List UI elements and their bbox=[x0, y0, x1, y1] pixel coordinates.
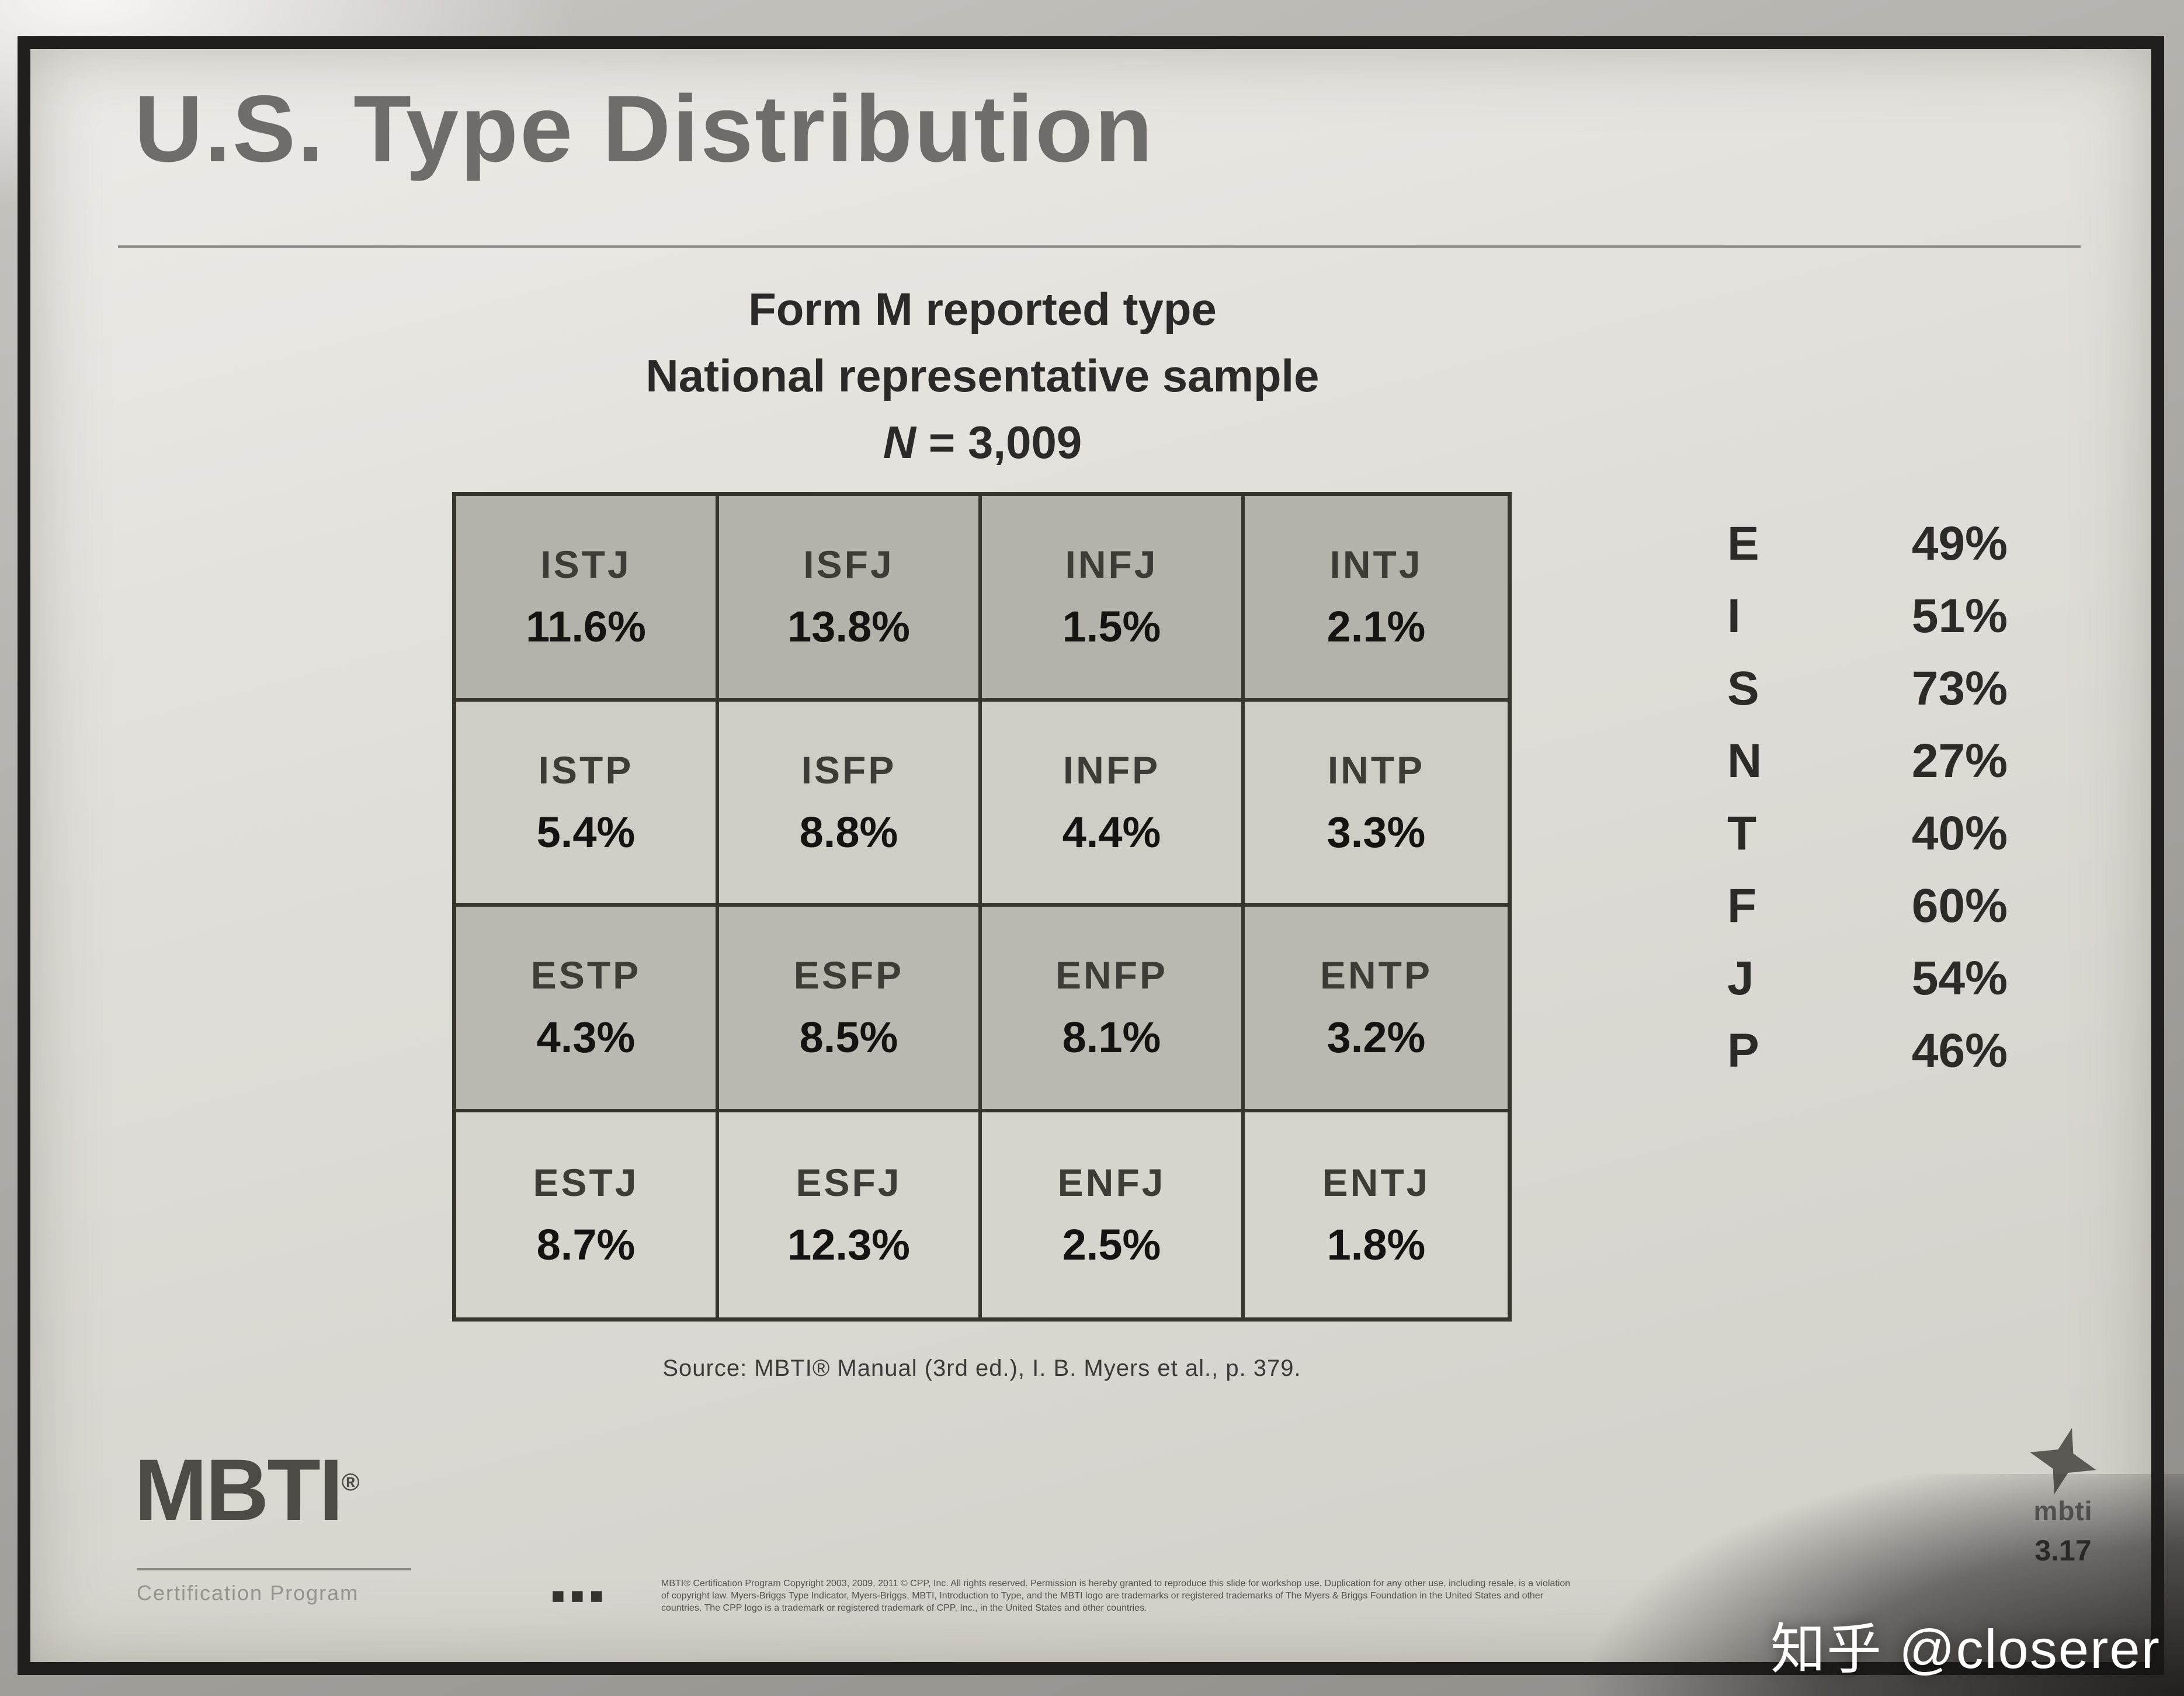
preference-letter: F bbox=[1727, 879, 1757, 932]
type-percent: 4.3% bbox=[536, 1013, 636, 1062]
type-percent: 12.3% bbox=[787, 1220, 910, 1269]
type-code: ESFP bbox=[793, 953, 904, 997]
type-percent: 3.2% bbox=[1327, 1013, 1426, 1062]
type-cell: INTP 3.3% bbox=[1245, 701, 1508, 907]
preference-percent: 27% bbox=[1911, 734, 2008, 788]
type-cell: ISFP 8.8% bbox=[719, 701, 982, 907]
preference-letter: I bbox=[1727, 589, 1741, 643]
preference-letter: P bbox=[1727, 1024, 1759, 1077]
preference-row: N 27% bbox=[1727, 734, 2008, 806]
preference-letter: T bbox=[1727, 807, 1757, 860]
type-code: ESFJ bbox=[796, 1160, 902, 1204]
type-cell: ENFP 8.1% bbox=[982, 907, 1245, 1112]
type-percent: 2.1% bbox=[1327, 602, 1426, 651]
type-cell: ESTP 4.3% bbox=[456, 907, 719, 1112]
preference-letter: S bbox=[1727, 662, 1759, 715]
preference-row: I 51% bbox=[1727, 589, 2008, 661]
type-cell: ENTJ 1.8% bbox=[1245, 1112, 1508, 1317]
mbti-wordmark: mbti bbox=[2033, 1496, 2093, 1526]
type-code: ENTP bbox=[1320, 953, 1433, 997]
type-cell: ESFJ 12.3% bbox=[719, 1112, 982, 1317]
type-cell: ESTJ 8.7% bbox=[456, 1112, 719, 1317]
type-percent: 4.4% bbox=[1062, 807, 1161, 856]
type-percent: 8.8% bbox=[799, 807, 898, 856]
preference-percent: 60% bbox=[1911, 879, 2008, 932]
type-percent: 1.5% bbox=[1062, 602, 1161, 651]
type-cell: ISFJ 13.8% bbox=[719, 496, 982, 702]
slide-frame: U.S. Type Distribution Form M reported t… bbox=[18, 36, 2164, 1675]
type-code: ENFP bbox=[1055, 953, 1168, 997]
preference-row: S 73% bbox=[1727, 661, 2008, 734]
preference-list: E 49% I 51% S 73% N 27% T 40% F 60% J 54% P 46% bbox=[1727, 516, 2008, 1096]
preference-percent: 51% bbox=[1911, 589, 2008, 643]
publisher-stamp: ■■■ bbox=[551, 1584, 609, 1608]
page-number: 3.17 bbox=[2034, 1534, 2092, 1567]
sample-size: N = 3,009 bbox=[439, 409, 1526, 476]
preference-letter: N bbox=[1727, 734, 1762, 788]
type-percent: 5.4% bbox=[536, 807, 636, 856]
mbti-logo: MBTI® bbox=[134, 1440, 360, 1541]
subtitle-line-2: National representative sample bbox=[645, 350, 1320, 401]
type-cell: ISTJ 11.6% bbox=[456, 496, 719, 702]
sample-size-n: N bbox=[883, 417, 916, 468]
type-cell: INTJ 2.1% bbox=[1245, 496, 1508, 702]
type-percent: 8.1% bbox=[1062, 1013, 1161, 1062]
preference-percent: 73% bbox=[1911, 662, 2008, 715]
preference-percent: 46% bbox=[1911, 1024, 2008, 1077]
preference-row: T 40% bbox=[1727, 806, 2008, 879]
type-percent: 1.8% bbox=[1327, 1220, 1426, 1269]
preference-row: J 54% bbox=[1727, 951, 2008, 1024]
type-percent: 2.5% bbox=[1062, 1220, 1161, 1269]
type-code: ENFJ bbox=[1057, 1160, 1166, 1204]
type-cell: ENTP 3.2% bbox=[1245, 907, 1508, 1112]
type-cell: INFJ 1.5% bbox=[982, 496, 1245, 702]
type-code: INTP bbox=[1327, 748, 1425, 792]
type-code: ESTJ bbox=[533, 1160, 639, 1204]
type-percent: 3.3% bbox=[1327, 807, 1426, 856]
preference-row: P 46% bbox=[1727, 1024, 2008, 1096]
preference-letter: E bbox=[1727, 517, 1759, 570]
mbti-logo-text: MBTI bbox=[134, 1441, 343, 1539]
slide-subtitle: Form M reported type National representa… bbox=[439, 276, 1526, 476]
type-percent: 11.6% bbox=[526, 602, 646, 651]
type-code: INTJ bbox=[1329, 543, 1423, 587]
type-cell: ENFJ 2.5% bbox=[982, 1112, 1245, 1317]
mbti-star-icon bbox=[2030, 1428, 2096, 1494]
type-code: ISFJ bbox=[803, 543, 894, 587]
source-note: Source: MBTI® Manual (3rd ed.), I. B. My… bbox=[662, 1355, 1301, 1381]
type-code: ISTJ bbox=[540, 543, 631, 587]
sample-size-value: = 3,009 bbox=[916, 417, 1082, 468]
type-cell: ISTP 5.4% bbox=[456, 701, 719, 907]
preference-percent: 54% bbox=[1911, 952, 2008, 1005]
type-distribution-table: ISTJ 11.6% ISFJ 13.8% INFJ 1.5% INTJ 2.1% IS… bbox=[452, 492, 1512, 1322]
subtitle-line-1: Form M reported type bbox=[748, 283, 1217, 335]
certification-program-label: Certification Program bbox=[137, 1568, 411, 1605]
type-cell: INFP 4.4% bbox=[982, 701, 1245, 907]
preference-row: E 49% bbox=[1727, 516, 2008, 589]
registered-mark: ® bbox=[341, 1468, 360, 1496]
type-percent: 8.5% bbox=[799, 1013, 898, 1062]
type-cell: ESFP 8.5% bbox=[719, 907, 982, 1112]
type-code: ENTJ bbox=[1322, 1160, 1430, 1204]
type-percent: 13.8% bbox=[787, 602, 910, 651]
preference-letter: J bbox=[1727, 952, 1754, 1005]
watermark: 知乎 @closerer bbox=[1770, 1618, 2161, 1680]
preference-percent: 40% bbox=[1911, 807, 2008, 860]
type-percent: 8.7% bbox=[536, 1220, 636, 1269]
mbti-mark-block: mbti 3.17 bbox=[2005, 1426, 2121, 1567]
fine-print: MBTI® Certification Program Copyright 20… bbox=[661, 1579, 1571, 1613]
preference-percent: 49% bbox=[1911, 517, 2008, 570]
type-code: INFP bbox=[1063, 748, 1161, 792]
type-code: ESTP bbox=[530, 953, 641, 997]
type-code: INFJ bbox=[1065, 543, 1158, 587]
page-title: U.S. Type Distribution bbox=[134, 76, 1155, 182]
preference-row: F 60% bbox=[1727, 879, 2008, 951]
type-code: ISFP bbox=[801, 748, 897, 792]
title-divider bbox=[118, 245, 2081, 248]
type-code: ISTP bbox=[538, 748, 634, 792]
